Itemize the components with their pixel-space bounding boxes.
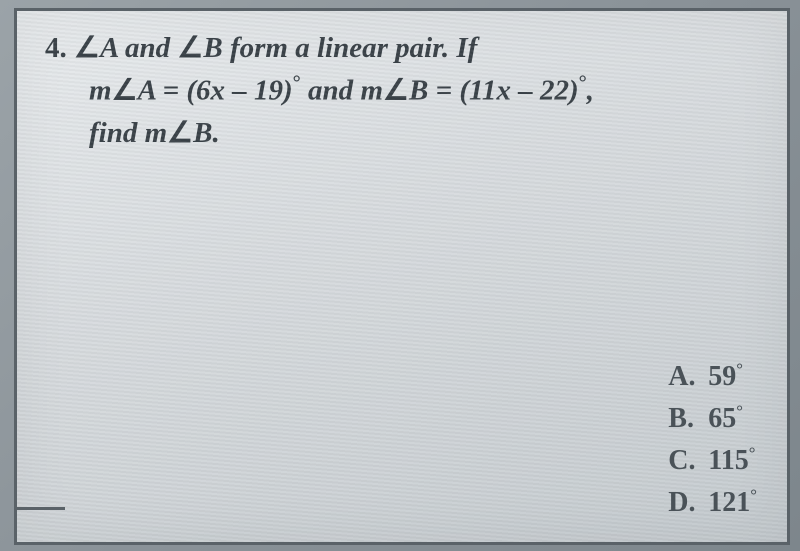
degree-symbol: ° — [736, 402, 743, 421]
comma: , — [587, 75, 594, 107]
angle-symbol: ∠ — [112, 75, 138, 107]
choice-value: 121° — [708, 482, 757, 524]
choice-value: 65° — [708, 398, 743, 440]
angle-symbol: ∠ — [74, 32, 100, 64]
text-and2: and — [301, 75, 361, 107]
var-B: B — [409, 75, 428, 107]
choice-letter: B. — [668, 398, 698, 440]
choice-letter: C. — [668, 440, 698, 482]
measure-m: m — [360, 75, 383, 107]
question-stem: 4. ∠A and ∠B form a linear pair. If m∠A … — [45, 27, 759, 154]
choice-c[interactable]: C. 115° — [668, 440, 757, 482]
var-B: B — [193, 117, 212, 149]
var-x: x — [211, 75, 226, 107]
choice-value: 115° — [708, 440, 755, 482]
choice-number: 115 — [708, 445, 748, 476]
stem-line-3: find m∠B. — [45, 112, 759, 154]
text-form: form a linear pair. If — [223, 32, 478, 64]
measure-m: m — [145, 117, 168, 149]
question-number: 4. — [45, 32, 67, 64]
degree-symbol: ° — [736, 360, 743, 379]
choice-number: 121 — [708, 487, 750, 518]
period: . — [213, 117, 220, 149]
worksheet-frame: 4. ∠A and ∠B form a linear pair. If m∠A … — [14, 8, 790, 545]
eq-part: – 22) — [511, 75, 579, 107]
stem-line-1: 4. ∠A and ∠B form a linear pair. If — [45, 27, 759, 69]
choice-letter: D. — [668, 482, 698, 524]
eq-part: = (11 — [428, 75, 496, 107]
eq-part: = (6 — [155, 75, 210, 107]
text-find: find — [89, 117, 145, 149]
angle-symbol: ∠ — [167, 117, 193, 149]
var-B: B — [203, 32, 222, 64]
degree-symbol: ° — [579, 72, 587, 94]
measure-m: m — [89, 75, 112, 107]
degree-symbol: ° — [749, 444, 756, 463]
choice-a[interactable]: A. 59° — [668, 356, 757, 398]
text-and: and — [118, 32, 178, 64]
answer-choices: A. 59° B. 65° C. 115° D. 121° — [668, 356, 757, 524]
question-block: 4. ∠A and ∠B form a linear pair. If m∠A … — [17, 11, 787, 154]
degree-symbol: ° — [293, 72, 301, 94]
choice-letter: A. — [668, 356, 698, 398]
var-A: A — [100, 32, 118, 64]
angle-symbol: ∠ — [177, 32, 203, 64]
eq-part: – 19) — [225, 75, 293, 107]
choice-d[interactable]: D. 121° — [668, 482, 757, 524]
angle-symbol: ∠ — [383, 75, 409, 107]
frame-notch — [17, 507, 65, 510]
choice-b[interactable]: B. 65° — [668, 398, 757, 440]
degree-symbol: ° — [750, 486, 757, 505]
choice-value: 59° — [708, 356, 743, 398]
var-A: A — [138, 75, 156, 107]
choice-number: 65 — [708, 403, 736, 434]
stem-line-2: m∠A = (6x – 19)° and m∠B = (11x – 22)°, — [45, 69, 759, 112]
var-x: x — [496, 75, 511, 107]
choice-number: 59 — [708, 361, 736, 392]
